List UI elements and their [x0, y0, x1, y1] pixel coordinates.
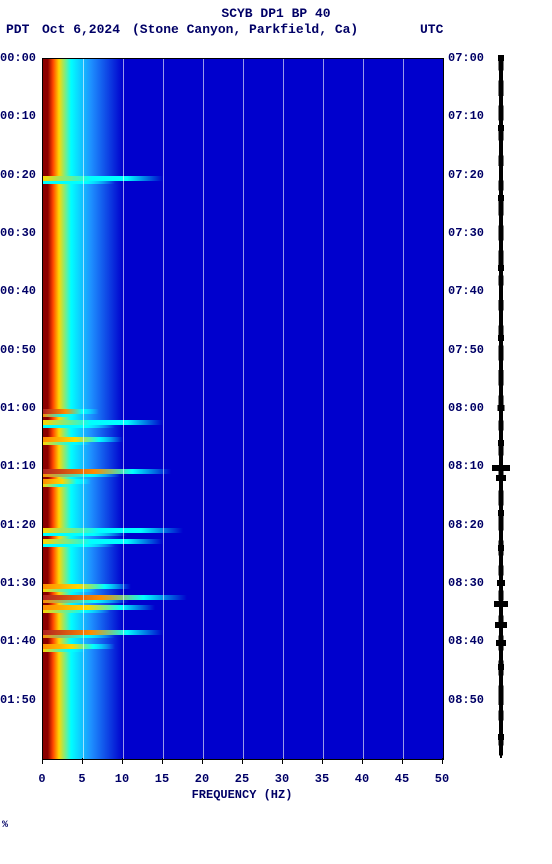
xtick: 25 [235, 772, 249, 786]
xtick: 15 [155, 772, 169, 786]
bottom-mark: % [2, 820, 8, 831]
ytick-right: 07:10 [448, 109, 484, 123]
ytick-left: 01:30 [0, 576, 36, 590]
spectrogram-plot [42, 58, 444, 760]
ytick-left: 01:10 [0, 459, 36, 473]
ytick-left: 00:40 [0, 284, 36, 298]
xtick: 40 [355, 772, 369, 786]
ytick-left: 00:10 [0, 109, 36, 123]
waveform-plot [492, 58, 510, 758]
ytick-left: 00:00 [0, 51, 36, 65]
ytick-right: 07:00 [448, 51, 484, 65]
ytick-right: 08:30 [448, 576, 484, 590]
ytick-left: 01:40 [0, 634, 36, 648]
tz-left-label: PDT [6, 22, 29, 37]
xtick: 45 [395, 772, 409, 786]
xtick: 10 [115, 772, 129, 786]
ytick-left: 01:00 [0, 401, 36, 415]
title-line1: SCYB DP1 BP 40 [221, 6, 330, 21]
ytick-right: 08:00 [448, 401, 484, 415]
ytick-right: 07:50 [448, 343, 484, 357]
xtick: 0 [38, 772, 45, 786]
x-axis-label: FREQUENCY (HZ) [192, 788, 293, 802]
xtick: 20 [195, 772, 209, 786]
xtick: 50 [435, 772, 449, 786]
ytick-right: 07:20 [448, 168, 484, 182]
ytick-right: 07:40 [448, 284, 484, 298]
tz-right-label: UTC [420, 22, 443, 37]
xtick: 30 [275, 772, 289, 786]
ytick-right: 08:50 [448, 693, 484, 707]
xtick: 35 [315, 772, 329, 786]
ytick-left: 00:50 [0, 343, 36, 357]
location-label: (Stone Canyon, Parkfield, Ca) [132, 22, 358, 37]
ytick-right: 08:40 [448, 634, 484, 648]
date-label: Oct 6,2024 [42, 22, 120, 37]
ytick-right: 07:30 [448, 226, 484, 240]
ytick-left: 01:50 [0, 693, 36, 707]
ytick-right: 08:10 [448, 459, 484, 473]
ytick-left: 00:20 [0, 168, 36, 182]
xtick: 5 [78, 772, 85, 786]
ytick-right: 08:20 [448, 518, 484, 532]
ytick-left: 00:30 [0, 226, 36, 240]
ytick-left: 01:20 [0, 518, 36, 532]
